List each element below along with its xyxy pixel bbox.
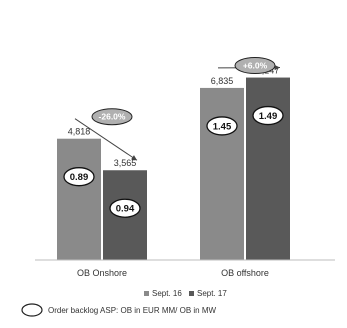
x-tick-label-onshore: OB Onshore (77, 268, 127, 278)
legend-label-sept-17: Sept. 17 (197, 289, 227, 298)
legend-swatch-sept-16 (144, 291, 149, 296)
asp-label-bar-onshore-sept-17: 0.94 (116, 204, 135, 215)
bars-layer (57, 78, 290, 260)
x-tick-label-offshore: OB offshore (221, 268, 269, 278)
bar-offshore-sept-16 (200, 88, 244, 260)
change-label-onshore: -26.0% (99, 112, 126, 122)
legend-label-sept-16: Sept. 16 (152, 289, 182, 298)
asp-label-bar-offshore-sept-17: 1.49 (259, 111, 278, 122)
bar-offshore-sept-17 (246, 78, 290, 260)
value-label-bar-onshore-sept-17: 3,565 (114, 158, 137, 168)
legend-swatch-sept-17 (189, 291, 194, 296)
value-label-bar-onshore-sept-16: 4,818 (68, 127, 91, 137)
asp-label-bar-onshore-sept-16: 0.89 (70, 172, 89, 183)
legend: Sept. 16 Sept. 17 (144, 289, 227, 298)
asp-label-bar-offshore-sept-16: 1.45 (213, 121, 232, 132)
bar-onshore-sept-16 (57, 139, 101, 260)
note-text: Order backlog ASP: OB in EUR MM/ OB in M… (48, 306, 216, 315)
note-ellipse-icon (22, 304, 42, 316)
value-label-bar-offshore-sept-16: 6,835 (211, 76, 234, 86)
change-label-offshore: +6.0% (243, 61, 268, 71)
